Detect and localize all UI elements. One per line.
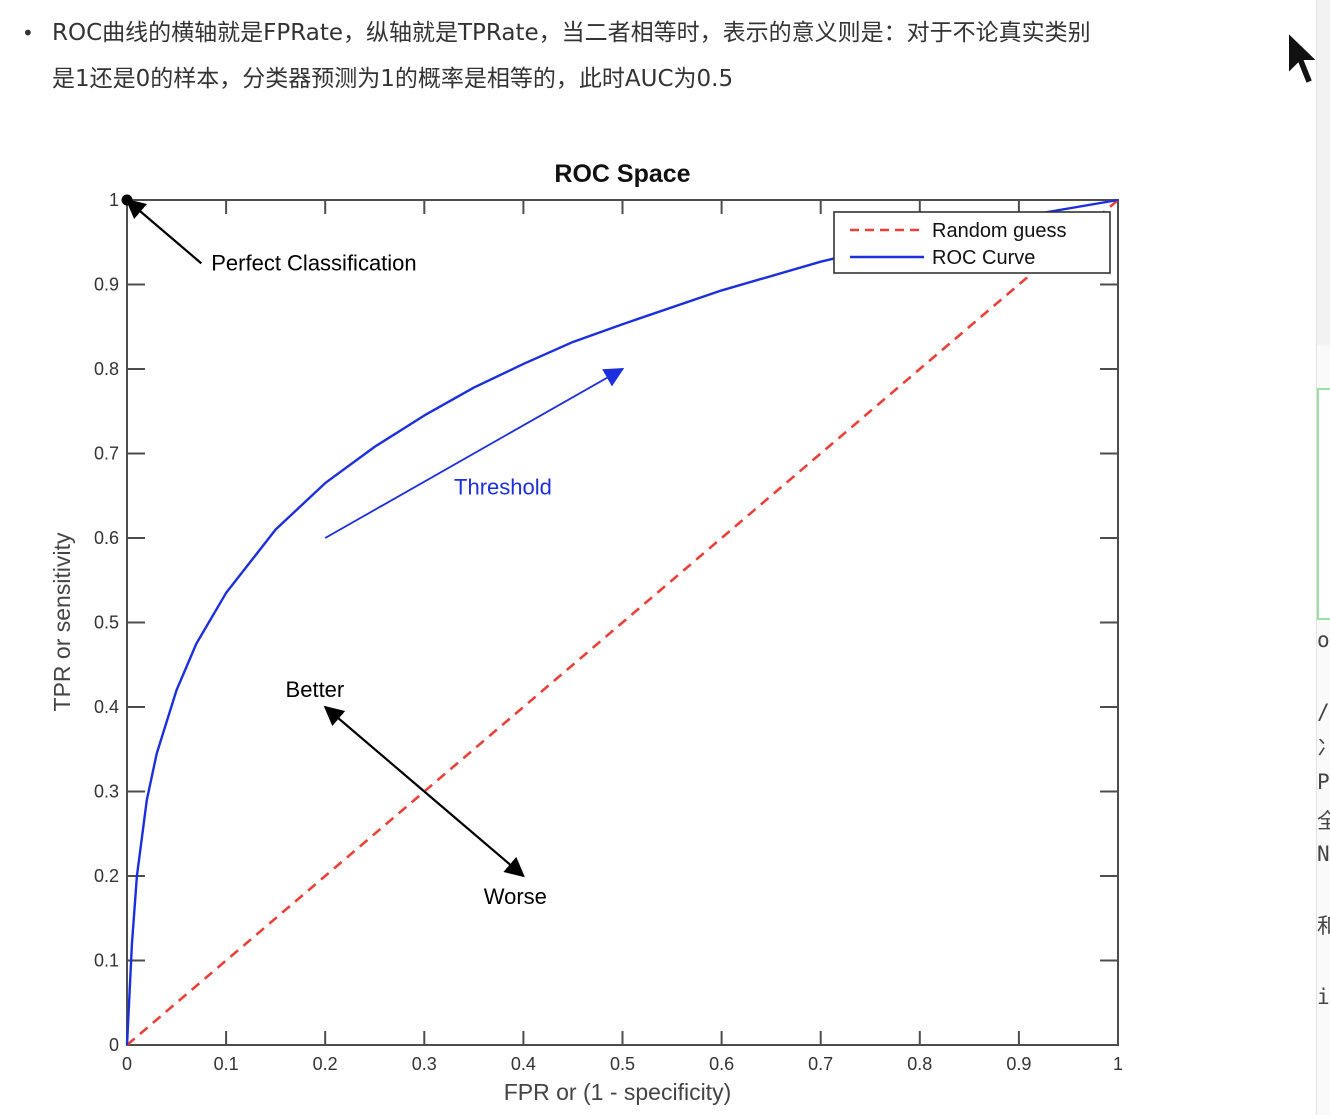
- x-tick-label: 0.3: [412, 1054, 437, 1074]
- right-panel-text-fragment: P: [1317, 770, 1330, 794]
- legend-label: ROC Curve: [932, 247, 1035, 269]
- x-tick-label: 0.2: [313, 1054, 338, 1074]
- random-guess-line: [126, 199, 1119, 1046]
- roc-curve-line: [125, 198, 1119, 1046]
- right-panel-green-box: [1317, 388, 1330, 620]
- y-axis-label: TPR or sensitivity: [49, 532, 75, 711]
- annotation-arrow: [423, 790, 525, 878]
- right-panel-text-fragment: 和: [1317, 910, 1330, 940]
- x-tick-label: 0: [122, 1054, 132, 1074]
- y-tick-label: 0: [109, 1035, 119, 1055]
- annotation-label: Threshold: [454, 474, 552, 499]
- right-panel-top-area: [1317, 0, 1330, 345]
- x-tick-label: 0.4: [511, 1054, 536, 1074]
- annotation-label: Better: [286, 677, 345, 702]
- legend-label: Random guess: [932, 220, 1067, 242]
- y-tick-label: 0.5: [94, 613, 119, 633]
- explanation-line-1: ROC曲线的横轴就是FPRate，纵轴就是TPRate，当二者相等时，表示的意义…: [52, 20, 1091, 46]
- x-tick-label: 0.6: [709, 1054, 734, 1074]
- annotation-label: Perfect Classification: [211, 250, 416, 275]
- right-panel-text-fragment: /: [1317, 700, 1330, 724]
- right-panel-text-fragment: i: [1317, 985, 1330, 1009]
- right-panel-text-fragment: 全: [1317, 805, 1330, 835]
- y-tick-label: 0.1: [94, 951, 119, 971]
- y-tick-label: 0.3: [94, 782, 119, 802]
- y-tick-label: 0.7: [94, 444, 119, 464]
- x-tick-label: 0.5: [610, 1054, 635, 1074]
- right-panel-text-fragment: N: [1317, 842, 1330, 866]
- legend-box: [833, 211, 1111, 274]
- y-tick-label: 0.6: [94, 528, 119, 548]
- y-tick-label: 0.4: [94, 697, 119, 717]
- x-tick-label: 1: [1113, 1054, 1123, 1074]
- chart-title: ROC Space: [554, 160, 690, 188]
- right-panel-text-fragment: o: [1317, 628, 1330, 652]
- y-tick-label: 0.9: [94, 275, 119, 295]
- x-tick-label: 0.7: [808, 1054, 833, 1074]
- right-side-panel: o / 冫 P 全 N 和 i: [1316, 0, 1330, 1115]
- x-tick-label: 0.1: [214, 1054, 239, 1074]
- y-tick-label: 1: [109, 190, 119, 210]
- annotation-arrow: [125, 198, 203, 265]
- explanation-line-2: 是1还是0的样本，分类器预测为1的概率是相等的，此时AUC为0.5: [52, 66, 734, 92]
- annotation-arrow: [324, 368, 625, 539]
- annotation-label: Worse: [484, 884, 547, 909]
- right-panel-text-fragment: 冫: [1317, 732, 1330, 762]
- x-tick-label: 0.8: [907, 1054, 932, 1074]
- x-tick-label: 0.9: [1006, 1054, 1031, 1074]
- list-bullet: •: [22, 21, 34, 45]
- y-tick-label: 0.2: [94, 866, 119, 886]
- mouse-cursor-icon: [1287, 30, 1320, 86]
- annotation-arrow: [323, 705, 426, 793]
- x-axis-label: FPR or (1 - specificity): [504, 1079, 731, 1105]
- y-tick-label: 0.8: [94, 359, 119, 379]
